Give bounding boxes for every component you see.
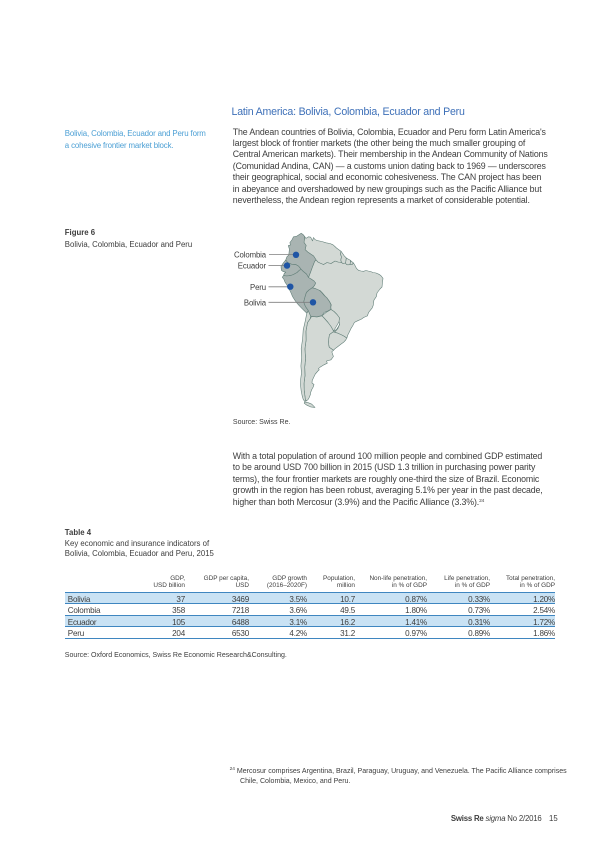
svg-text:Bolivia: Bolivia xyxy=(244,299,267,308)
svg-text:Ecuador: Ecuador xyxy=(238,262,267,271)
svg-text:Peru: Peru xyxy=(250,283,266,292)
svg-text:Colombia: Colombia xyxy=(234,251,267,260)
